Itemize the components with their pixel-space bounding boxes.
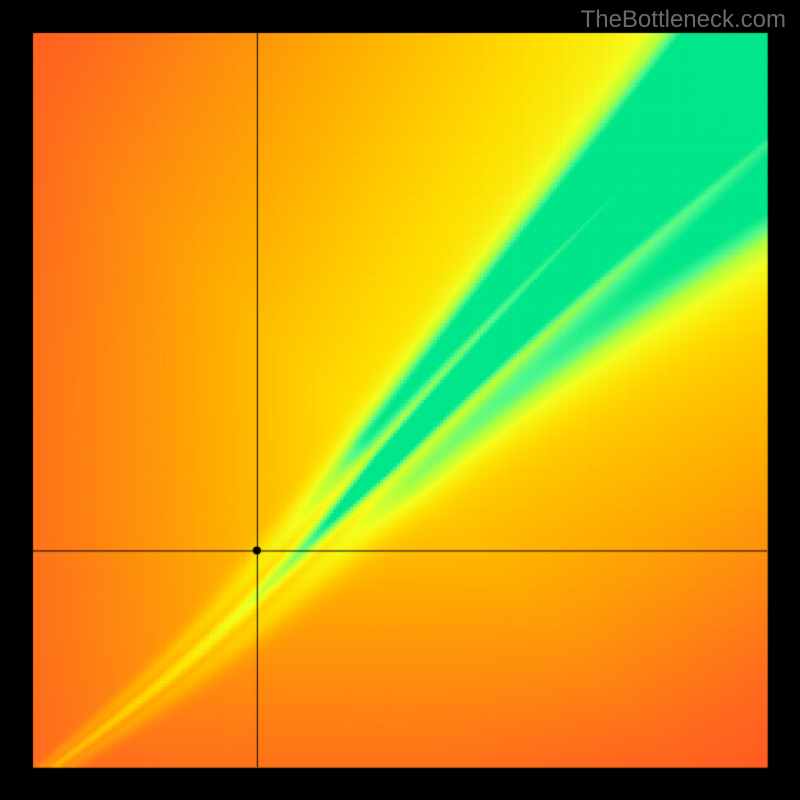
chart-stage: TheBottleneck.com — [0, 0, 800, 800]
bottleneck-heatmap — [0, 0, 800, 800]
watermark-text: TheBottleneck.com — [581, 6, 786, 34]
